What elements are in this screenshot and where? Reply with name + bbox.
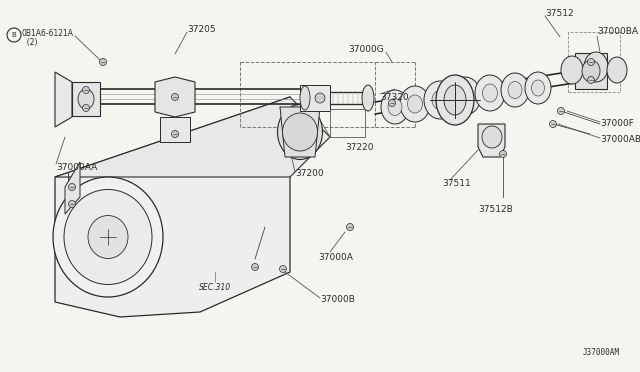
Ellipse shape	[432, 90, 448, 109]
Ellipse shape	[444, 85, 466, 115]
Text: SEC.310: SEC.310	[199, 282, 231, 292]
Bar	[575, 53, 607, 89]
Text: 37511: 37511	[442, 180, 471, 189]
Ellipse shape	[278, 105, 323, 160]
Circle shape	[83, 87, 90, 93]
Text: 37000AB: 37000AB	[600, 135, 640, 144]
Circle shape	[7, 28, 21, 42]
Polygon shape	[55, 72, 72, 127]
Ellipse shape	[408, 95, 422, 113]
Text: 37000F: 37000F	[600, 119, 634, 128]
Text: 37000A: 37000A	[318, 253, 353, 262]
Ellipse shape	[436, 75, 474, 125]
Ellipse shape	[381, 90, 409, 124]
Text: 37000AA: 37000AA	[56, 163, 97, 171]
Text: 37205: 37205	[187, 26, 216, 35]
Ellipse shape	[78, 89, 94, 109]
Ellipse shape	[475, 75, 505, 111]
Ellipse shape	[424, 81, 456, 119]
Circle shape	[550, 121, 557, 128]
Ellipse shape	[483, 84, 497, 102]
Text: 37512B: 37512B	[478, 205, 513, 215]
Text: J37000AM: J37000AM	[583, 348, 620, 357]
Ellipse shape	[64, 189, 152, 285]
Ellipse shape	[482, 126, 502, 148]
Circle shape	[68, 183, 76, 190]
Polygon shape	[65, 162, 80, 214]
Text: 37000B: 37000B	[320, 295, 355, 305]
Circle shape	[172, 93, 179, 100]
Polygon shape	[160, 117, 190, 142]
Circle shape	[315, 93, 325, 103]
Polygon shape	[155, 77, 195, 117]
Ellipse shape	[449, 77, 481, 115]
Text: 37220: 37220	[345, 142, 374, 151]
Ellipse shape	[53, 177, 163, 297]
Circle shape	[99, 58, 106, 65]
Bar	[330, 109, 365, 137]
Ellipse shape	[300, 86, 310, 110]
Text: 37512: 37512	[545, 10, 573, 19]
Text: 37320: 37320	[380, 93, 408, 102]
Circle shape	[388, 99, 396, 106]
Polygon shape	[478, 124, 505, 157]
Ellipse shape	[501, 73, 529, 107]
Bar	[72, 82, 100, 116]
Polygon shape	[55, 97, 290, 317]
Text: 37000G: 37000G	[348, 45, 384, 55]
Text: 37200: 37200	[295, 170, 324, 179]
Circle shape	[588, 58, 595, 65]
Text: (2): (2)	[22, 38, 38, 46]
Circle shape	[280, 266, 287, 273]
Polygon shape	[280, 107, 320, 157]
Text: B: B	[12, 32, 17, 38]
Polygon shape	[55, 97, 330, 177]
Ellipse shape	[388, 99, 402, 115]
Ellipse shape	[584, 52, 608, 82]
Ellipse shape	[88, 215, 128, 259]
Ellipse shape	[531, 80, 545, 96]
Text: 37000BA: 37000BA	[597, 28, 638, 36]
Ellipse shape	[286, 115, 314, 149]
Text: 0B1A6-6121A: 0B1A6-6121A	[22, 29, 74, 38]
Ellipse shape	[400, 86, 430, 122]
Circle shape	[346, 224, 353, 231]
Circle shape	[172, 131, 179, 138]
Ellipse shape	[582, 60, 600, 82]
Circle shape	[499, 151, 506, 157]
Ellipse shape	[457, 87, 473, 106]
Ellipse shape	[607, 57, 627, 83]
Ellipse shape	[561, 56, 583, 84]
Bar	[300, 85, 330, 111]
Circle shape	[68, 201, 76, 208]
Ellipse shape	[282, 113, 317, 151]
Circle shape	[252, 263, 259, 270]
Ellipse shape	[362, 85, 374, 111]
Ellipse shape	[508, 81, 522, 99]
Circle shape	[557, 108, 564, 115]
Ellipse shape	[525, 72, 551, 104]
Circle shape	[588, 77, 595, 83]
Circle shape	[83, 105, 90, 112]
